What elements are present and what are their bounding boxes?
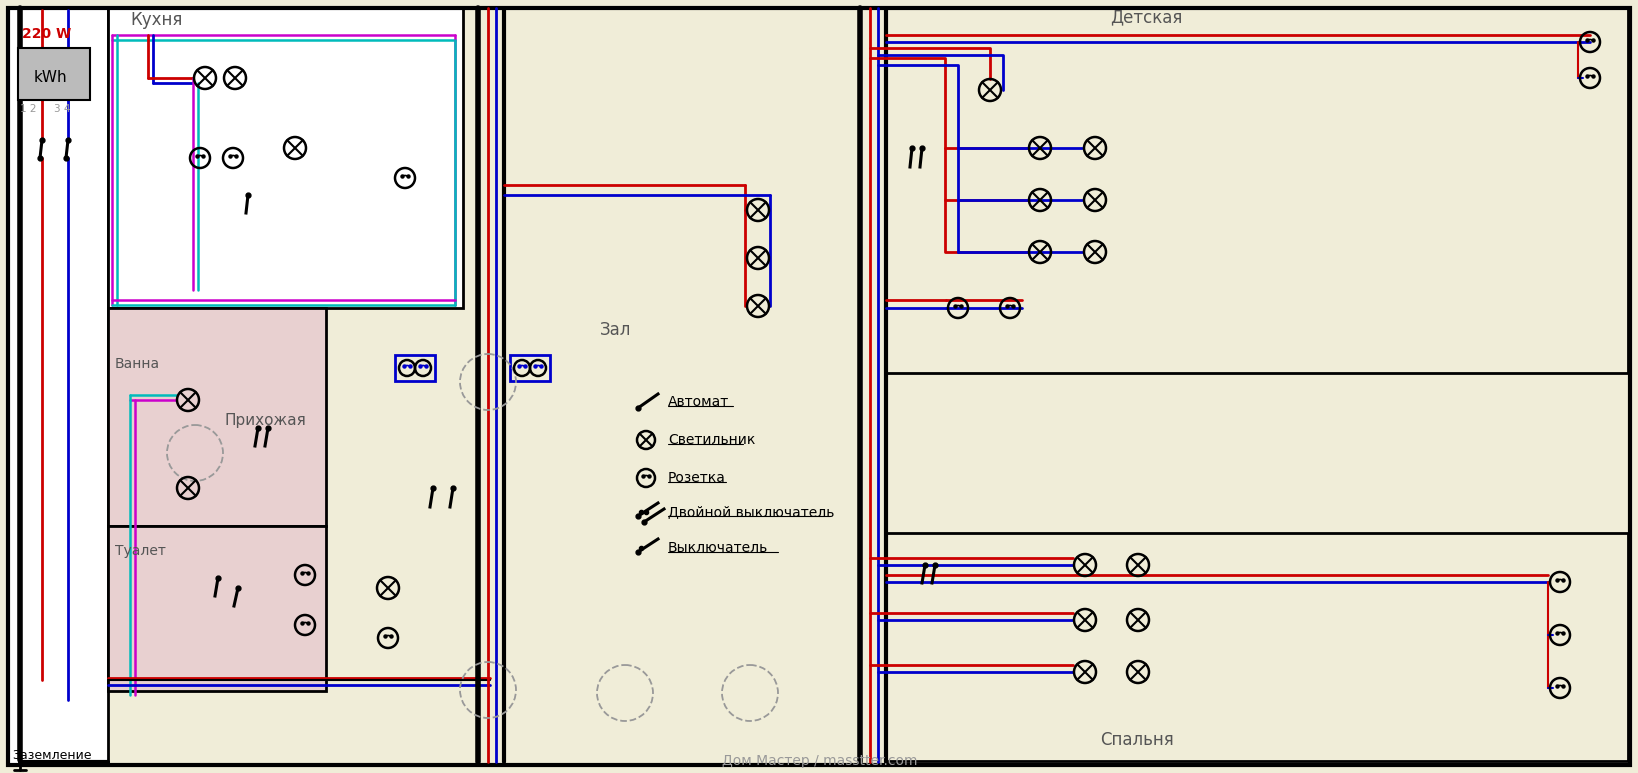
- Text: Детская: Детская: [1111, 8, 1183, 26]
- Text: 1 2: 1 2: [20, 104, 36, 114]
- Text: Ванна: Ванна: [115, 357, 161, 371]
- Text: Двойной выключатель: Двойной выключатель: [668, 505, 834, 519]
- Bar: [108, 526, 326, 691]
- Text: Выключатель: Выключатель: [668, 541, 768, 555]
- Bar: [886, 533, 1628, 761]
- Text: Спальня: Спальня: [1101, 731, 1174, 749]
- Text: 220 W: 220 W: [21, 27, 70, 41]
- Bar: [509, 355, 550, 381]
- Text: Автомат: Автомат: [668, 395, 729, 409]
- Bar: [18, 48, 90, 100]
- Text: Туалет: Туалет: [115, 544, 165, 558]
- Text: Прихожая: Прихожая: [224, 413, 306, 428]
- Bar: [395, 355, 436, 381]
- Text: Светильник: Светильник: [668, 433, 755, 447]
- Text: kWh: kWh: [34, 70, 67, 86]
- Text: 3 4: 3 4: [54, 104, 70, 114]
- Text: Зал: Зал: [600, 321, 631, 339]
- Bar: [886, 8, 1628, 373]
- Text: Розетка: Розетка: [668, 471, 726, 485]
- Text: Дом Мастер / masstter.com: Дом Мастер / masstter.com: [722, 754, 917, 768]
- Bar: [108, 308, 326, 526]
- Text: Заземление: Заземление: [11, 749, 92, 762]
- Text: Кухня: Кухня: [129, 11, 182, 29]
- Bar: [8, 8, 108, 765]
- Bar: [108, 8, 464, 308]
